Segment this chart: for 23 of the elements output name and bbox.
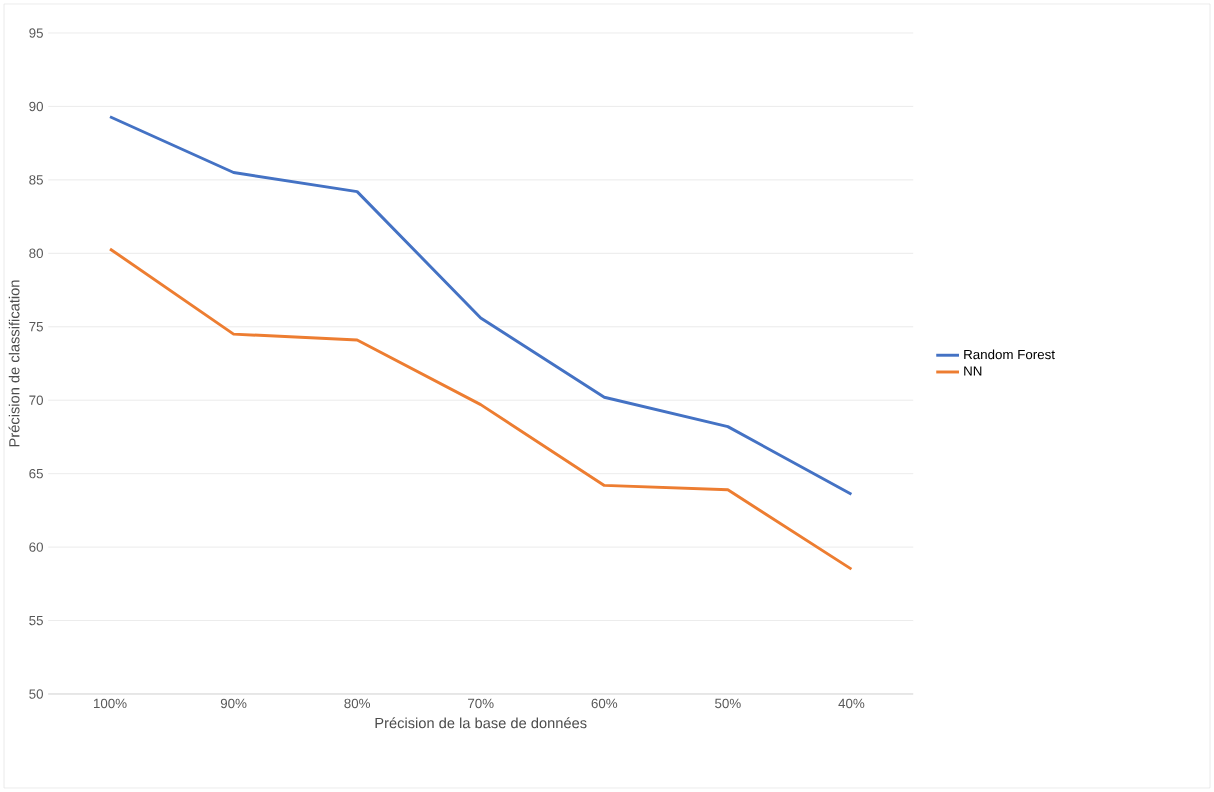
legend-label: Random Forest: [964, 349, 1055, 360]
x-tick-label: 80%: [344, 698, 371, 709]
legend-label: NN: [964, 366, 982, 376]
y-tick-label: 95: [29, 28, 43, 38]
y-tick-label: 65: [29, 468, 43, 479]
y-tick-label: 60: [29, 542, 43, 552]
x-tick-label: 100%: [93, 698, 127, 709]
x-axis-title: Précision de la base de données: [375, 717, 587, 729]
x-tick-label: 60%: [591, 698, 618, 709]
x-tick-label: 50%: [715, 698, 741, 709]
x-tick-label: 70%: [468, 698, 494, 709]
x-tick-label: 90%: [220, 698, 247, 709]
y-tick-label: 50: [29, 689, 43, 699]
line-series: [108, 115, 853, 496]
line-series: [108, 247, 853, 571]
y-tick-label: 85: [29, 175, 43, 185]
y-axis-title: Précision de classification: [8, 280, 20, 447]
y-tick-label: 80: [29, 248, 43, 259]
y-tick-label: 70: [29, 395, 43, 405]
x-tick-label: 40%: [838, 698, 865, 709]
y-tick-label: 90: [29, 101, 43, 112]
y-tick-label: 55: [29, 615, 43, 626]
y-tick-label: 75: [29, 322, 43, 332]
